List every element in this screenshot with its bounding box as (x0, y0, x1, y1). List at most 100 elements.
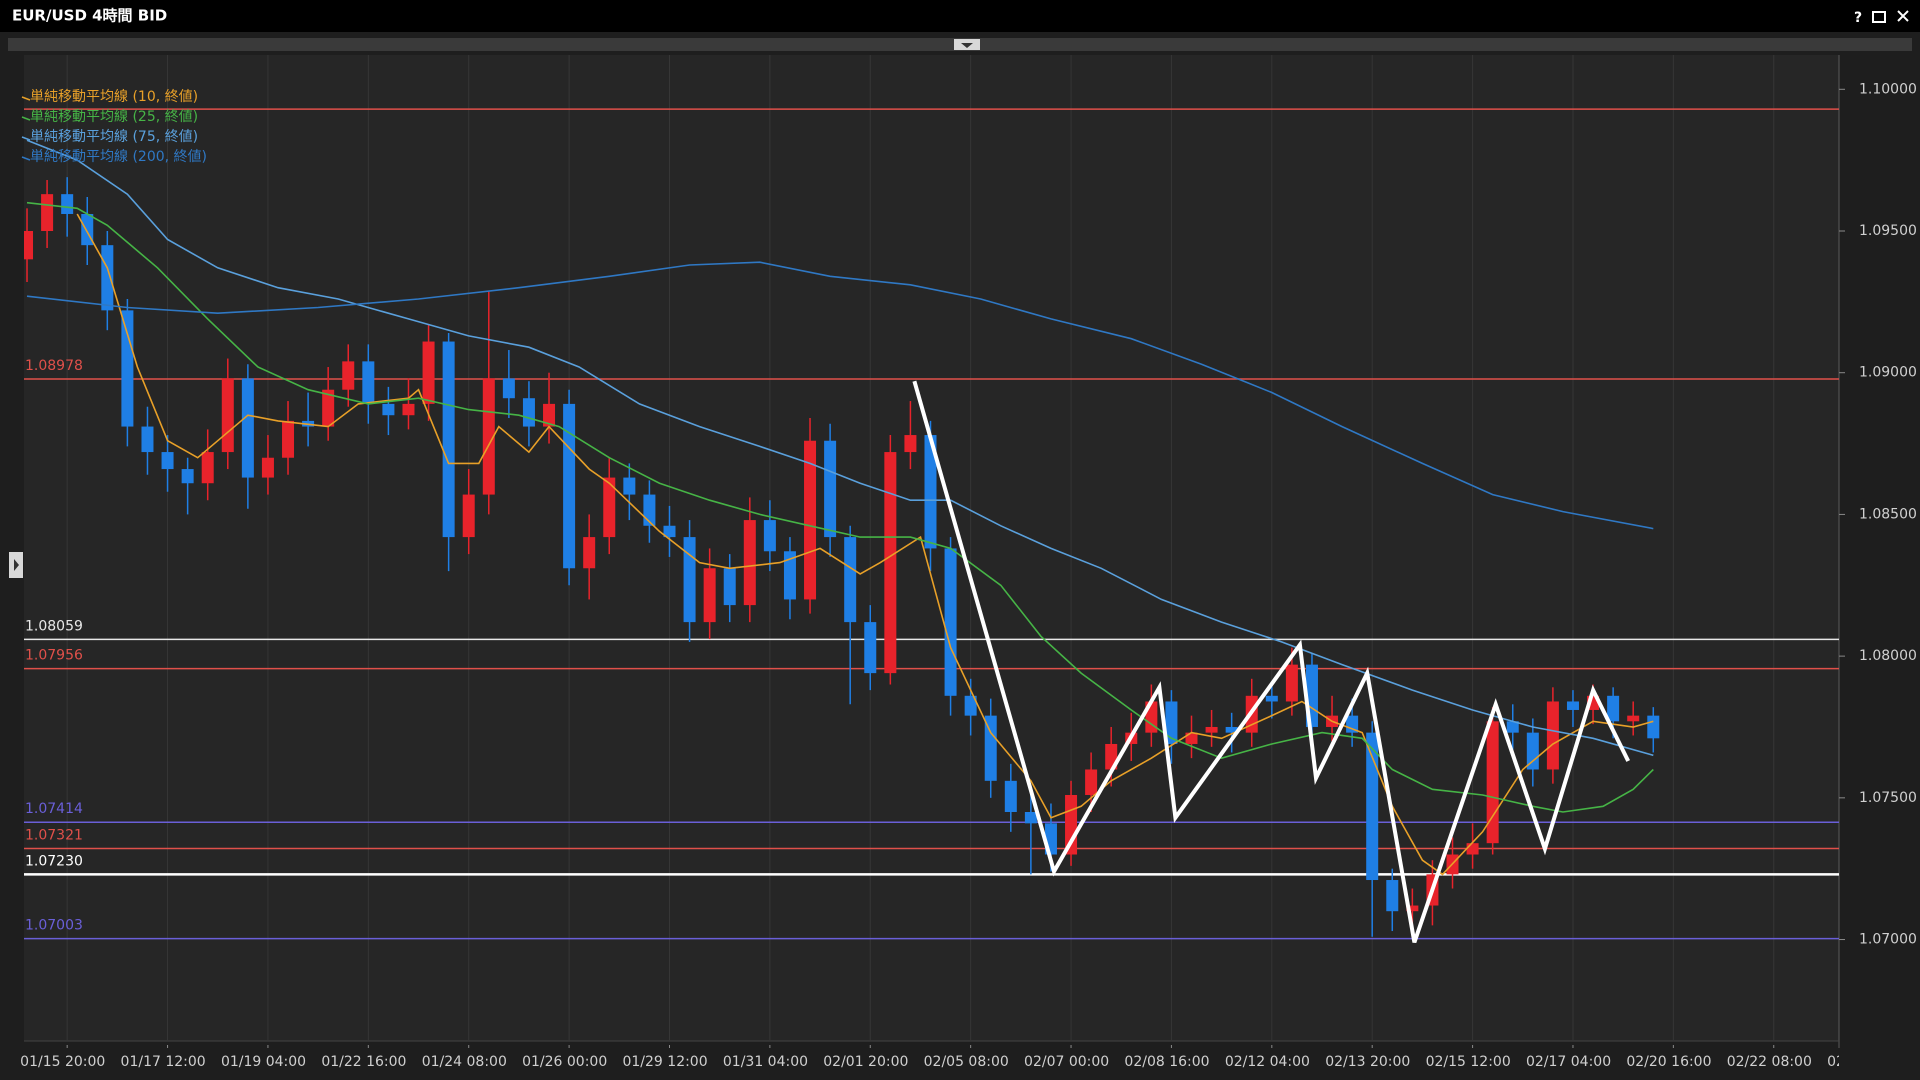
x-tick-label: 02/17 04:00 (1526, 1054, 1611, 1070)
legend-swatch (21, 96, 31, 101)
level-label: 1.07230 (25, 853, 83, 869)
y-tick-label: 1.08000 (1859, 648, 1917, 664)
ma-line (26, 139, 1654, 757)
candle-body (663, 525, 676, 538)
y-tick-label: 1.07500 (1859, 790, 1917, 806)
window-title: EUR/USD 4時間 BID (12, 7, 167, 25)
x-tick-label: 02/07 00:00 (1024, 1054, 1109, 1070)
candle-body (241, 378, 254, 478)
ma-line (26, 261, 1654, 530)
x-tick-label: 02/08 16:00 (1124, 1054, 1209, 1070)
candle-body (462, 494, 475, 538)
candle-body (1225, 726, 1238, 733)
level-label: 1.07003 (25, 918, 83, 934)
x-tick-label: 01/15 20:00 (20, 1054, 105, 1070)
candle-body (121, 310, 134, 427)
x-tick-label: 01/31 04:00 (723, 1054, 808, 1070)
candle-body (1366, 732, 1379, 881)
candle-body (1024, 812, 1037, 824)
candle-body (1386, 880, 1399, 912)
y-tick-label: 1.10000 (1859, 81, 1917, 97)
candle-body (924, 435, 937, 549)
candle-body (322, 389, 335, 427)
candle-body (181, 469, 194, 484)
candle-body (442, 341, 455, 538)
candle-body (61, 194, 74, 214)
x-tick-label: 02/13 20:00 (1325, 1054, 1410, 1070)
candle-body (1526, 732, 1539, 770)
level-label: 1.07414 (25, 801, 83, 817)
candle-body (141, 426, 154, 453)
price-axis: 1.07000 1.07500 1.08000 1.08500 1.09000 1.095… (1839, 81, 1917, 948)
close-button[interactable] (1897, 10, 1909, 22)
level-label: 1.08059 (25, 618, 83, 634)
candle-body (402, 403, 415, 416)
candle-body (1486, 721, 1499, 844)
candle-body (703, 568, 716, 623)
x-tick-label: 02/22 08:00 (1727, 1054, 1812, 1070)
level-label: 1.07956 (25, 648, 83, 664)
legend: 単純移動平均線 (10, 終値) 単純移動平均線 (25, 終値) 単純移動平均線 … (21, 89, 207, 165)
candle-body (282, 420, 295, 458)
help-button[interactable]: ? (1854, 10, 1862, 26)
ma-line (76, 213, 1654, 876)
candle-body (482, 378, 495, 495)
zigzag-line (912, 380, 1630, 944)
x-tick-label: 01/22 16:00 (321, 1054, 406, 1070)
ma-line (26, 201, 1654, 813)
candle-body (623, 477, 636, 495)
x-tick-label: 02/12 04:00 (1225, 1054, 1310, 1070)
x-tick-label: 01/26 00:00 (522, 1054, 607, 1070)
candle-body (382, 403, 395, 416)
x-tick-label: 02/20 16:00 (1626, 1054, 1711, 1070)
x-tick-label: 02/01 20:00 (823, 1054, 908, 1070)
candle-body (1085, 769, 1098, 795)
legend-swatch (21, 116, 31, 121)
candle-body (563, 403, 576, 569)
x-tick-label: 01/24 08:00 (422, 1054, 507, 1070)
candle-body (422, 341, 435, 404)
candle-body (201, 452, 214, 484)
candle-body (783, 551, 796, 600)
candle-body (984, 715, 997, 781)
legend-label: 単純移動平均線 (200, 終値) (30, 149, 207, 165)
candle-body (1566, 701, 1579, 710)
candle-body (502, 378, 515, 399)
x-tick-label: 01/17 12:00 (121, 1054, 206, 1070)
candle-body (261, 457, 274, 478)
candle-body (1265, 695, 1278, 702)
candle-body (161, 452, 174, 470)
x-tick-label: 01/29 12:00 (622, 1054, 707, 1070)
y-tick-label: 1.08500 (1859, 506, 1917, 522)
candle-body (944, 548, 957, 696)
legend-label: 単純移動平均線 (25, 終値) (30, 109, 198, 125)
candle-body (221, 378, 234, 453)
candle-body (1285, 664, 1298, 702)
legend-label: 単純移動平均線 (75, 終値) (30, 129, 198, 145)
candle-body (1627, 715, 1640, 722)
title-bar (0, 0, 1920, 32)
candle-body (1546, 701, 1559, 770)
candle-body (864, 622, 877, 674)
candle-body (1607, 695, 1620, 722)
candle-body (1004, 780, 1017, 813)
candle-body (1647, 715, 1660, 739)
candle-body (683, 537, 696, 623)
candle-body (342, 361, 355, 390)
candle-body (763, 520, 776, 552)
candle-body (804, 440, 817, 600)
y-tick-label: 1.09000 (1859, 365, 1917, 381)
x-tick-label: 01/19 04:00 (221, 1054, 306, 1070)
side-panel-arrow (14, 559, 19, 571)
level-label: 1.07321 (25, 828, 83, 844)
y-tick-label: 1.09500 (1859, 223, 1917, 239)
candle-body (362, 361, 375, 404)
x-tick-label: 02/15 12:00 (1426, 1054, 1511, 1070)
candle-body (101, 245, 114, 311)
maximize-button[interactable] (1872, 11, 1886, 23)
marks (24, 177, 1660, 937)
candle-body (1205, 726, 1218, 733)
candle-body (24, 231, 34, 260)
